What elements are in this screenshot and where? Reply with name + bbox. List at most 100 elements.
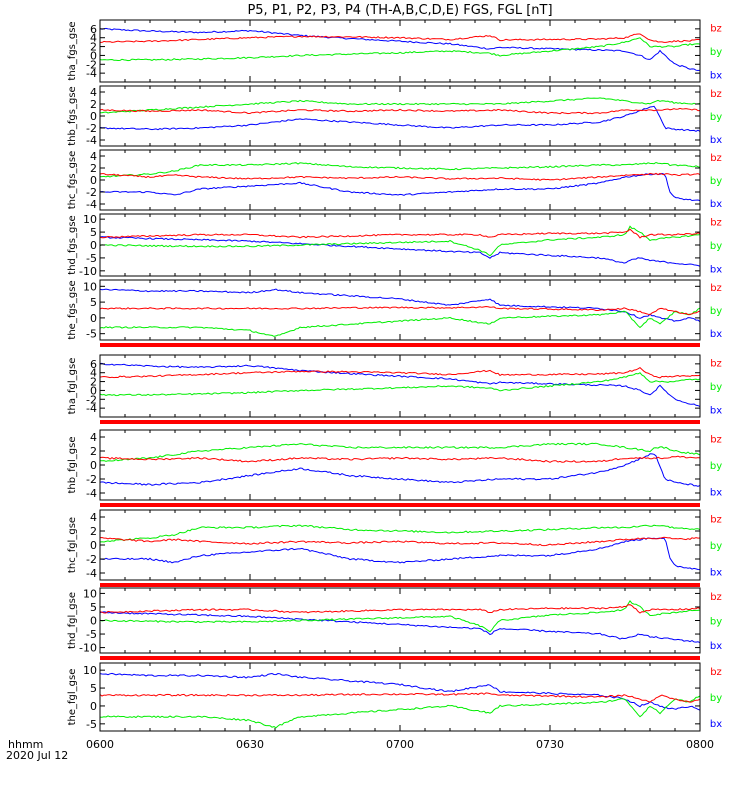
y-tick-label: 2	[90, 376, 97, 389]
separator-bar	[100, 656, 700, 660]
y-tick-label: 10	[83, 587, 97, 600]
y-axis-label: thb_fgl_gse	[67, 437, 78, 494]
y-tick-label: -4	[86, 402, 97, 415]
series-bz-line	[100, 107, 700, 115]
y-tick-label: 4	[90, 86, 97, 99]
series-bz-line	[100, 172, 700, 181]
separator-bar	[100, 420, 700, 424]
legend-by: by	[710, 382, 722, 393]
series-by-line	[100, 442, 700, 462]
series-group	[100, 288, 700, 337]
y-tick-label: 5	[90, 682, 97, 695]
y-tick-label: 10	[83, 280, 97, 293]
legend-by: by	[710, 693, 722, 704]
series-bx-line	[100, 362, 700, 407]
series-group	[100, 524, 700, 571]
series-bx-line	[100, 611, 700, 644]
series-group	[100, 600, 700, 644]
y-tick-label: -2	[86, 186, 97, 199]
y-tick-label: 2	[90, 41, 97, 54]
x-tick-label: 0730	[536, 738, 564, 751]
series-bx-line	[100, 172, 700, 202]
series-bz-line	[100, 692, 700, 703]
y-tick-label: 0	[90, 700, 97, 713]
legend-by: by	[710, 461, 722, 472]
series-bx-line	[100, 236, 700, 267]
y-tick-label: 2	[90, 525, 97, 538]
y-tick-label: -10	[79, 265, 97, 278]
panel-frame	[99, 354, 701, 418]
y-tick-label: 2	[90, 162, 97, 175]
y-tick-label: -2	[86, 393, 97, 406]
y-tick-label: 4	[90, 431, 97, 444]
series-bx-line	[100, 537, 700, 571]
separator-bar	[100, 343, 700, 347]
panel-frame	[99, 509, 701, 581]
series-bx-line	[100, 27, 700, 72]
y-tick-label: 0	[90, 110, 97, 123]
series-group	[100, 225, 700, 267]
y-tick-label: -5	[86, 628, 97, 641]
y-tick-label: 6	[90, 358, 97, 371]
legend-bx: bx	[710, 329, 722, 340]
y-tick-label: -4	[86, 198, 97, 211]
legend-bz: bz	[710, 358, 722, 369]
y-tick-label: 0	[90, 459, 97, 472]
separator-bar	[100, 503, 700, 507]
panel-frame	[99, 213, 701, 277]
y-tick-label: -4	[86, 487, 97, 500]
panel-frame	[99, 85, 701, 147]
separator-bar	[100, 583, 700, 587]
y-tick-label: 2	[90, 445, 97, 458]
time-axis-label: hhmm	[8, 738, 43, 751]
y-tick-label: -5	[86, 718, 97, 731]
y-axis-label: thc_fgs_gse	[67, 151, 78, 210]
legend-bx: bx	[710, 71, 722, 82]
y-tick-label: 4	[90, 367, 97, 380]
y-tick-label: 4	[90, 511, 97, 524]
y-tick-label: 0	[90, 312, 97, 325]
series-by-line	[100, 225, 700, 257]
legend-by: by	[710, 541, 722, 552]
legend-bz: bz	[710, 23, 722, 34]
series-bx-line	[100, 105, 700, 132]
series-bz-line	[100, 228, 700, 239]
panel-frame	[99, 662, 701, 732]
y-axis-label: thd_fgl_gse	[67, 592, 78, 649]
y-axis-label: thc_fgl_gse	[67, 517, 78, 573]
panel-frame	[99, 19, 701, 83]
y-tick-label: 0	[90, 239, 97, 252]
plot-title: P5, P1, P2, P3, P4 (TH-A,B,C,D,E) FGS, F…	[247, 3, 552, 18]
series-by-line	[100, 600, 700, 633]
series-bz-line	[100, 33, 700, 43]
y-tick-label: 5	[90, 601, 97, 614]
series-group	[100, 442, 700, 487]
y-tick-label: 5	[90, 296, 97, 309]
series-by-line	[100, 372, 700, 397]
legend-by: by	[710, 617, 722, 628]
series-by-line	[100, 97, 700, 114]
series-by-line	[100, 161, 700, 178]
y-tick-label: 5	[90, 226, 97, 239]
y-tick-label: 10	[83, 664, 97, 677]
x-tick-label: 0630	[236, 738, 264, 751]
series-bz-line	[100, 366, 700, 379]
series-group	[100, 161, 700, 202]
y-axis-label: thd_fgs_gse	[67, 215, 78, 274]
legend-bx: bx	[710, 406, 722, 417]
y-tick-label: 0	[90, 49, 97, 62]
y-tick-label: 0	[90, 615, 97, 628]
y-tick-label: -4	[86, 67, 97, 80]
y-axis-label: the_fgl_gse	[67, 669, 78, 726]
y-tick-label: 6	[90, 23, 97, 36]
series-bx-line	[100, 672, 700, 711]
y-tick-label: -2	[86, 58, 97, 71]
panel-frame	[99, 429, 701, 501]
